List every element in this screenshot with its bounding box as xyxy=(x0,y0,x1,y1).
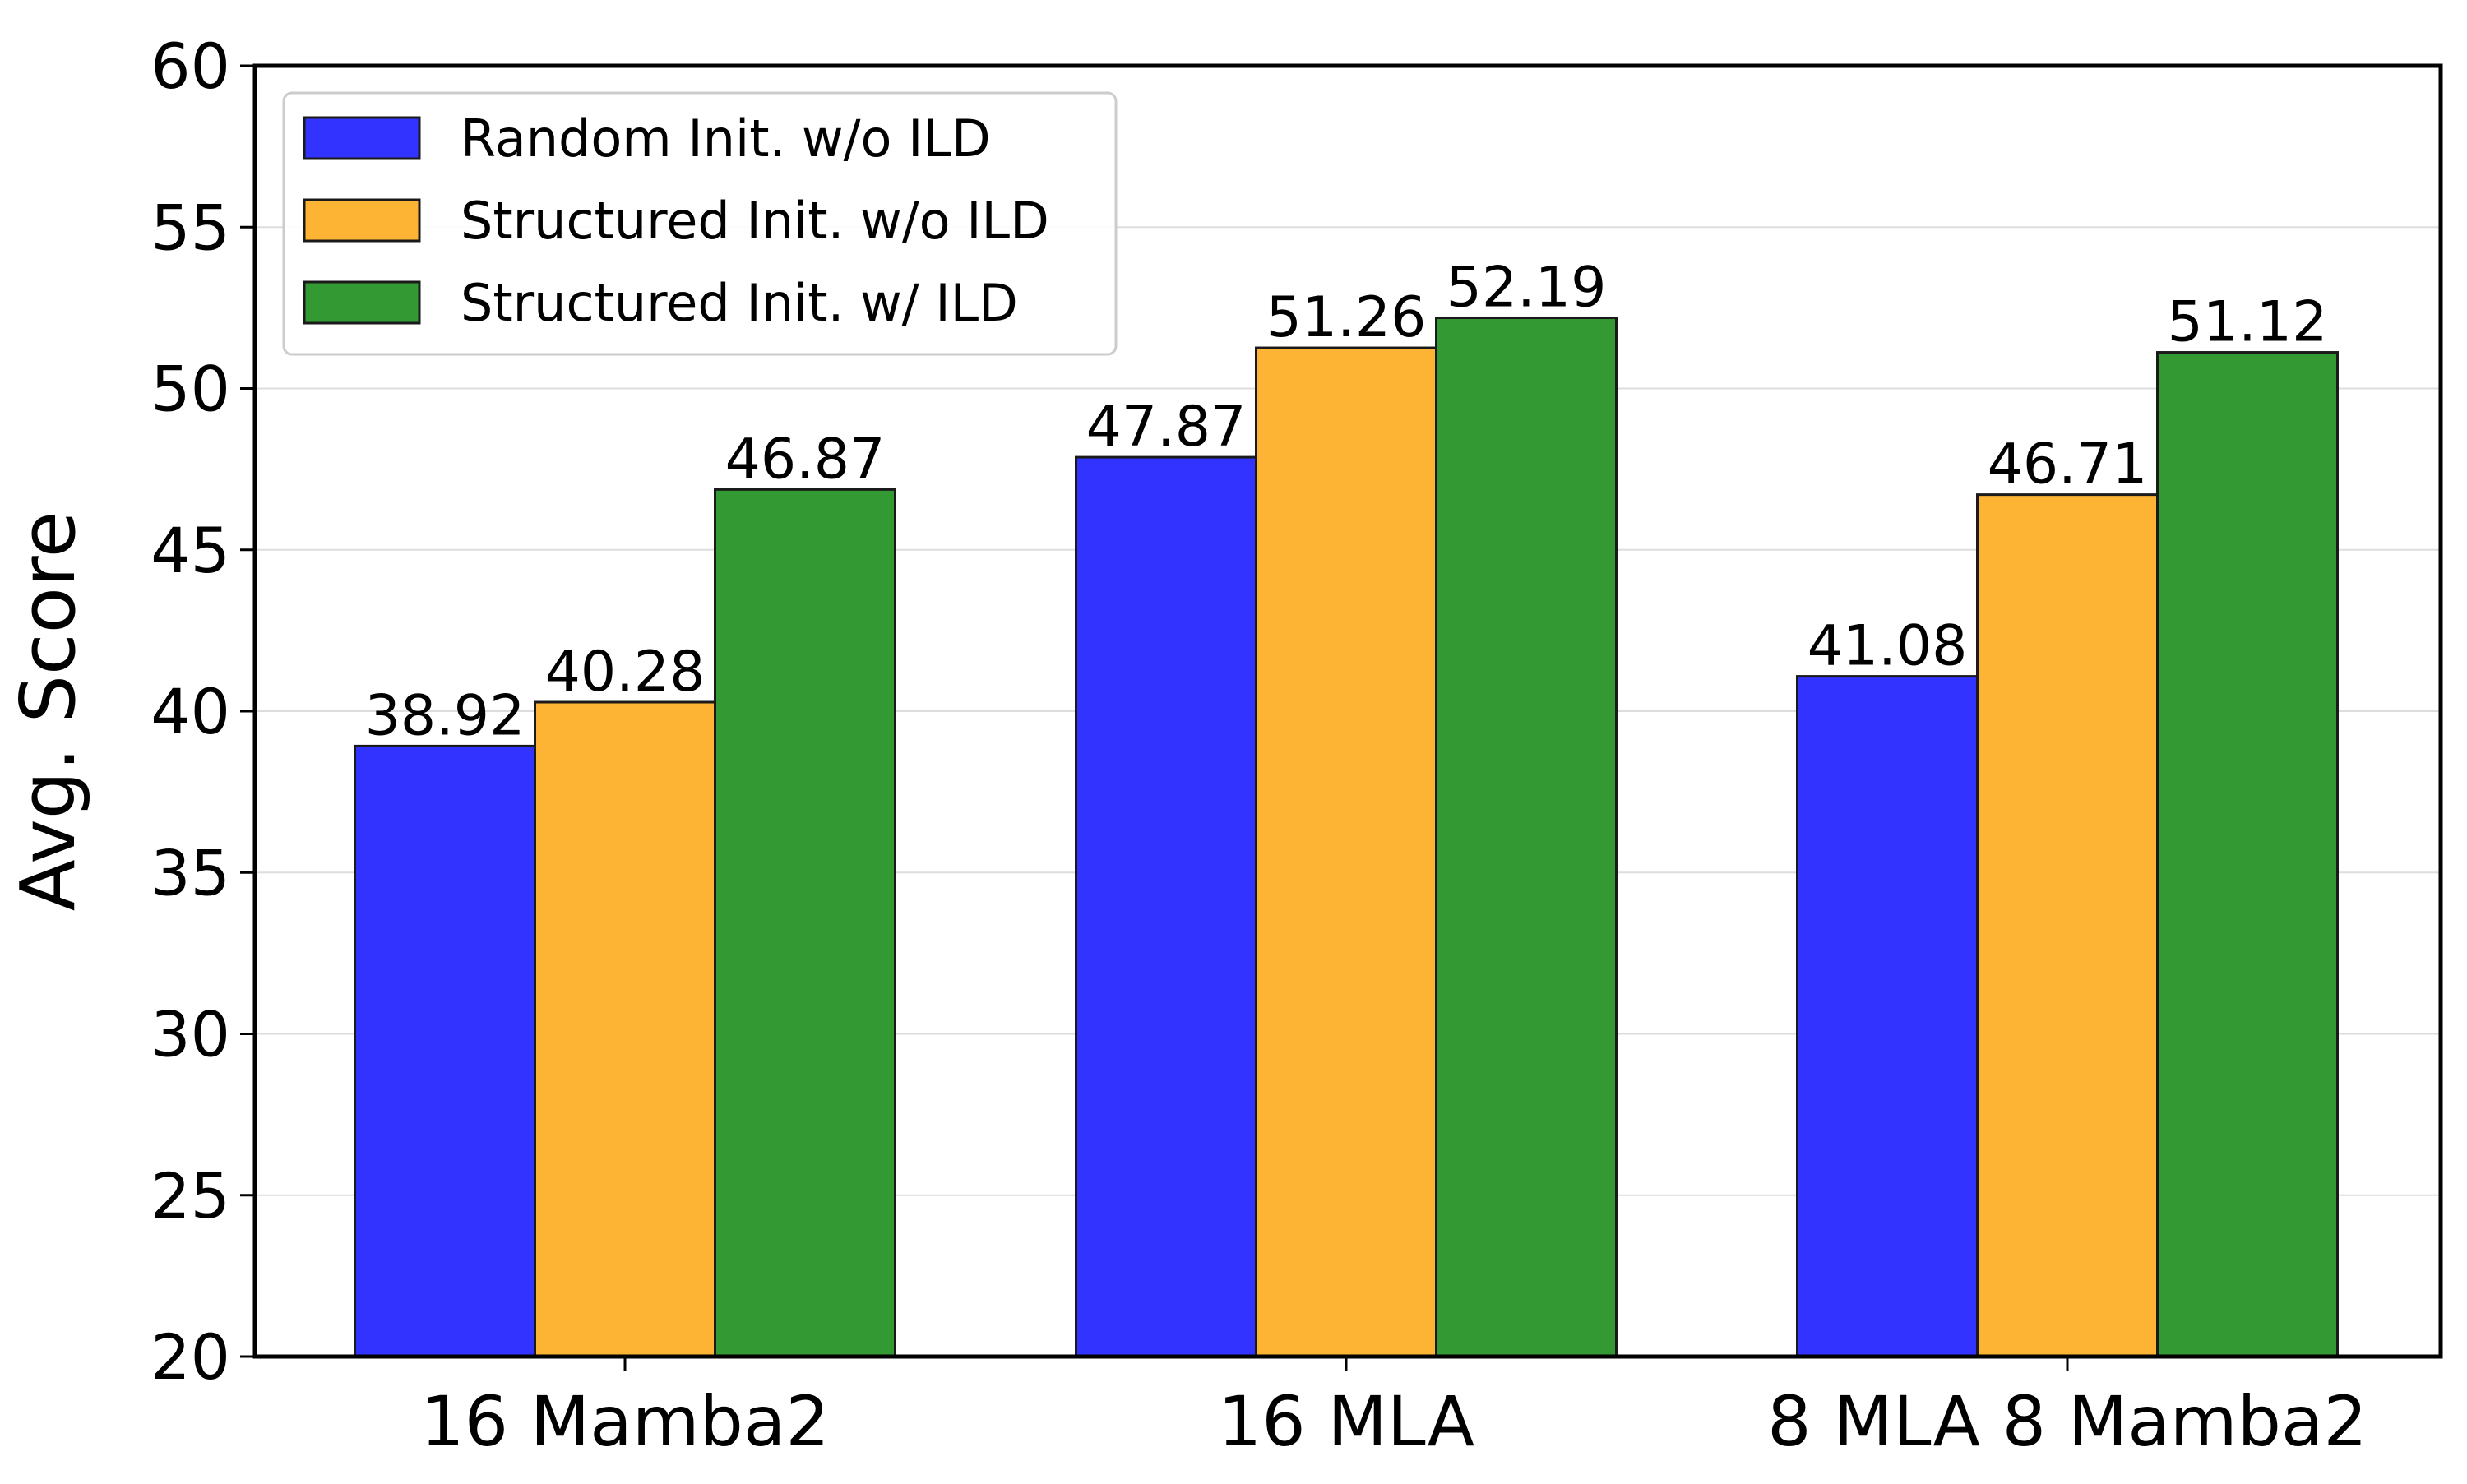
bar-value-label: 40.28 xyxy=(545,640,706,705)
bar-value-label: 51.12 xyxy=(2168,290,2328,355)
bar-3-2 xyxy=(1435,317,1618,1358)
x-tick-label: 16 Mamba2 xyxy=(420,1381,830,1462)
legend-box xyxy=(282,91,1118,356)
bar-value-label: 47.87 xyxy=(1086,395,1247,460)
y-tick-label: 60 xyxy=(150,30,230,103)
bar-2-1 xyxy=(534,700,716,1358)
axes: 16 Mamba2 16 MLA 8 MLA 8 Mamba2 20 25 30 35 40 4… xyxy=(150,30,2443,1462)
bar-value-label: 38.92 xyxy=(365,683,525,748)
y-tick-label: 45 xyxy=(150,514,230,587)
bar-value-labels: 38.92 40.28 46.87 47.87 51.26 52.19 41.08 46.71… xyxy=(365,256,2328,749)
y-tick-label: 25 xyxy=(150,1159,230,1232)
bar-2-3 xyxy=(1976,493,2159,1358)
bar-1-2 xyxy=(1075,455,1257,1358)
legend-swatch-1 xyxy=(303,116,421,160)
y-tick-label: 20 xyxy=(150,1320,230,1394)
bar-value-label: 51.26 xyxy=(1266,285,1427,350)
plot-frame xyxy=(252,63,2443,1359)
bar-value-label: 46.87 xyxy=(725,427,886,492)
y-tick-label: 30 xyxy=(150,998,230,1071)
bar-3-1 xyxy=(714,488,896,1358)
bar-1-1 xyxy=(354,744,536,1358)
x-tick-label: 16 MLA xyxy=(1218,1381,1474,1462)
legend-label-2: Structured Init. w/o ILD xyxy=(461,191,1049,251)
bar-2-2 xyxy=(1255,346,1437,1358)
legend: Random Init. w/o ILD Structured Init. w/o… xyxy=(282,91,1118,356)
y-tick-label: 55 xyxy=(150,191,230,264)
legend-swatch-2 xyxy=(303,198,421,243)
bar-3-3 xyxy=(2156,351,2339,1358)
bar-value-label: 41.08 xyxy=(1807,614,1968,679)
bar-value-label: 46.71 xyxy=(1988,432,2148,497)
y-tick-label: 35 xyxy=(150,836,230,909)
bar-value-label: 52.19 xyxy=(1446,256,1607,321)
legend-label-1: Random Init. w/o ILD xyxy=(461,109,991,169)
bars xyxy=(354,317,2339,1358)
y-axis-title: Avg. Score xyxy=(4,511,92,912)
y-tick-label: 40 xyxy=(150,675,230,748)
bar-1-3 xyxy=(1796,675,1979,1358)
legend-label-3: Structured Init. w/ ILD xyxy=(461,273,1018,333)
legend-swatch-3 xyxy=(303,280,421,325)
x-tick-label: 8 MLA 8 Mamba2 xyxy=(1767,1381,2367,1462)
y-tick-label: 50 xyxy=(150,353,230,426)
